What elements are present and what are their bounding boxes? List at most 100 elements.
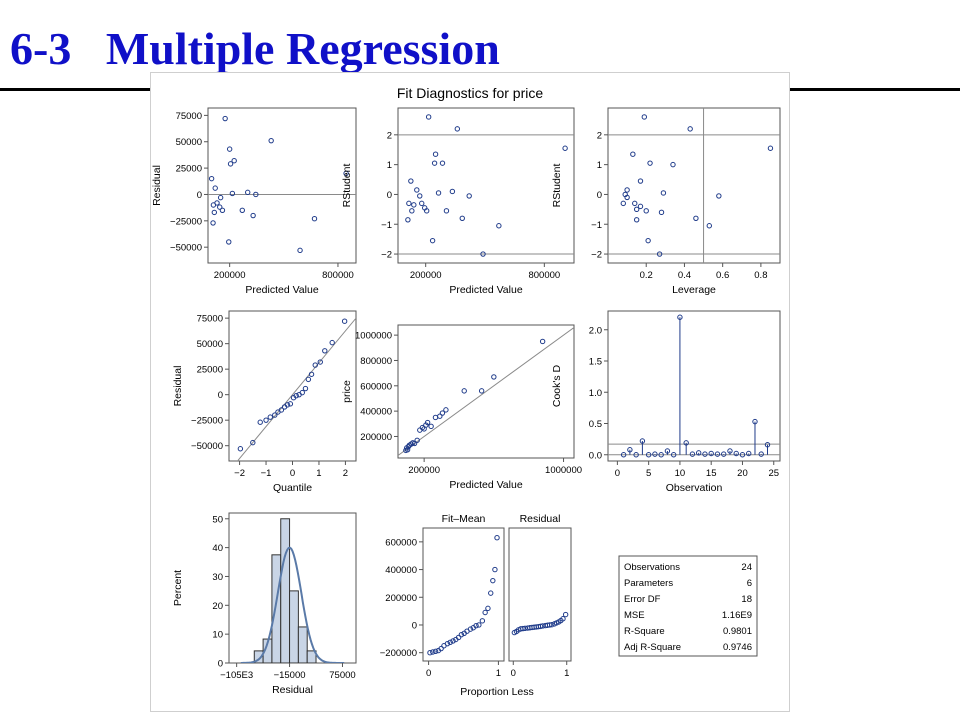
plot-area [236, 317, 356, 461]
y-tick-label: 200000 [360, 432, 392, 443]
y-tick-label: −50000 [170, 243, 202, 254]
data-point [492, 566, 498, 573]
histogram-bar [297, 626, 308, 663]
data-point [211, 209, 218, 216]
data-point [409, 208, 415, 214]
table-frame [618, 555, 758, 657]
needle-point [752, 418, 758, 425]
data-point [630, 151, 636, 157]
needle-point [733, 450, 739, 457]
data-point [480, 251, 486, 257]
y-tick-label: 75000 [176, 111, 202, 122]
histogram-bar [289, 590, 299, 663]
data-point [253, 191, 259, 198]
table-row-value: 24 [741, 562, 752, 573]
plot-frame [228, 310, 357, 462]
data-point [302, 385, 309, 392]
data-point [322, 348, 328, 354]
plot-frame [508, 527, 572, 662]
data-point [670, 161, 676, 168]
data-point [411, 202, 417, 208]
data-point [237, 446, 244, 452]
x-tick-label: 800000 [528, 270, 560, 281]
data-point [473, 622, 479, 629]
subplot-title: Residual [520, 513, 561, 525]
needle-point [708, 450, 714, 457]
plot-area [608, 108, 780, 263]
y-tick-label: 1 [387, 160, 392, 171]
needle-point [702, 451, 708, 457]
data-point [417, 193, 423, 199]
table-row-label: Parameters [624, 578, 673, 589]
y-tick-label: 0 [597, 190, 602, 201]
y-tick-label: −2 [591, 250, 602, 261]
slide-title: 6-3 Multiple Regression [10, 23, 500, 74]
data-point [645, 237, 651, 244]
plot-hist: −105E3 −15000 75000 0 10 20 30 40 50 Residual Perc… [172, 512, 357, 696]
data-point [455, 634, 462, 641]
data-point [210, 220, 216, 226]
data-point [430, 649, 436, 655]
x-tick-label: 200000 [408, 465, 440, 476]
data-point [226, 146, 233, 152]
y-tick-label: 2 [597, 130, 602, 141]
x-tick-label: 0 [290, 468, 295, 479]
x-tick-label: 15 [706, 468, 717, 479]
data-point [432, 648, 439, 655]
table-row-label: Error DF [624, 594, 661, 605]
y-tick-label: −1 [381, 220, 392, 231]
data-point [405, 217, 411, 223]
histogram-bar [306, 650, 317, 663]
data-point [706, 223, 712, 229]
data-point [443, 407, 449, 413]
data-point [624, 187, 630, 193]
plot-rstudent-lev: 0.2 0.4 0.6 0.8 −2 −1 0 1 2 Leverage RStudent [551, 107, 781, 296]
data-point [219, 207, 226, 213]
data-point [767, 145, 774, 151]
data-point [239, 207, 245, 213]
y-tick-label: 0 [387, 190, 392, 201]
data-point [423, 208, 430, 214]
x-axis-label: Leverage [672, 284, 716, 296]
plot-price-pred: 200000 1000000 200000 400000 600000 800000 100… [341, 324, 582, 491]
data-point [687, 126, 693, 132]
data-point [624, 194, 630, 201]
y-tick-label: 1.5 [589, 357, 602, 368]
x-tick-label: 75000 [329, 670, 355, 681]
data-point [439, 160, 446, 166]
x-tick-label: 0 [511, 668, 516, 679]
plot-frame [607, 107, 781, 264]
y-tick-label: −25000 [191, 416, 223, 427]
x-tick-label: 5 [646, 468, 651, 479]
data-point [250, 439, 256, 446]
data-point [562, 145, 568, 151]
data-point [437, 413, 443, 419]
data-point [656, 251, 663, 257]
fit-diagnostics-chart: Fit Diagnostics for price 200000 800000−5… [151, 85, 781, 698]
data-point [633, 206, 640, 213]
data-point [419, 200, 425, 207]
needle-point [620, 452, 627, 458]
y-tick-label: 25000 [197, 365, 223, 376]
y-tick-label: 50000 [176, 137, 202, 148]
plot-residual-spread: 0 1 Residual [508, 513, 572, 679]
x-axis-label: Proportion Less [460, 686, 534, 698]
plot-resid-pred: 200000 800000 −50000 −25000 0 25000 50000 75000… [151, 107, 357, 296]
y-axis-label: price [341, 380, 353, 403]
data-point [632, 200, 638, 207]
y-tick-label: 400000 [385, 565, 417, 576]
data-point [637, 203, 644, 210]
data-point [414, 437, 420, 443]
y-tick-label: 50000 [197, 339, 223, 350]
x-tick-label: 0.4 [678, 270, 691, 281]
data-point [227, 161, 234, 167]
table-row-value: 1.16E9 [722, 610, 752, 621]
data-point [222, 115, 228, 122]
data-point [268, 137, 274, 144]
y-tick-label: 1 [597, 160, 602, 171]
y-tick-label: 1000000 [355, 331, 392, 342]
data-point [343, 170, 349, 177]
histogram-bar [280, 518, 291, 663]
x-tick-label: 1 [316, 468, 321, 479]
data-point [208, 175, 215, 182]
